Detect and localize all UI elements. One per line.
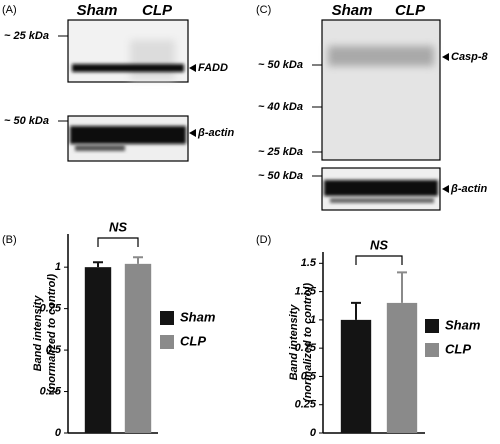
y-tick-label: 0.75 (40, 303, 62, 315)
panel-label: (C) (256, 4, 271, 16)
y-axis-label: (normalized to control) (46, 274, 58, 394)
blot (67, 115, 189, 162)
marker-label: ~ 50 kDa (258, 59, 303, 71)
panel-label: (A) (2, 4, 17, 16)
y-tick-label: 0.5 (301, 370, 317, 382)
bar (124, 263, 152, 433)
error-bar (351, 301, 361, 320)
panel-label: (B) (2, 234, 17, 246)
lane-label: Sham (77, 2, 118, 19)
lane-label: CLP (395, 2, 426, 19)
arrowhead (442, 185, 449, 193)
annotation: NS (370, 237, 388, 252)
error-bar (397, 271, 407, 303)
band-label: Casp-8 (451, 51, 489, 63)
lane-label: CLP (142, 2, 173, 19)
marker-label: ~ 25 kDa (4, 30, 49, 42)
marker-label: ~ 50 kDa (4, 115, 49, 127)
blot (321, 167, 441, 211)
arrowhead (189, 64, 196, 72)
significance-bracket (97, 237, 139, 247)
y-tick-label: 1.25 (295, 286, 317, 298)
bar (84, 267, 112, 433)
legend-label: Sham (180, 309, 216, 324)
y-axis-label: Band intensity (288, 304, 300, 381)
legend-swatch (425, 319, 439, 333)
y-tick-label: 1 (55, 261, 61, 273)
y-axis-label: (normalized to control) (302, 283, 314, 403)
marker-label: ~ 25 kDa (258, 146, 303, 158)
blot (321, 19, 441, 161)
legend-label: Sham (445, 317, 481, 332)
y-tick-label: 1.5 (301, 257, 317, 269)
legend-label: CLP (180, 333, 206, 348)
legend-swatch (160, 311, 174, 325)
y-axis-label: Band intensity (32, 295, 44, 372)
marker-label: ~ 50 kDa (258, 170, 303, 182)
bar (386, 302, 418, 433)
significance-bracket (355, 255, 403, 265)
y-tick-label: 0.25 (40, 385, 62, 397)
marker-label: ~ 40 kDa (258, 101, 303, 113)
error-bar (133, 256, 143, 264)
band-label: FADD (198, 62, 228, 74)
legend-label: CLP (445, 341, 471, 356)
y-tick-label: 0.25 (295, 399, 317, 411)
legend-swatch (425, 343, 439, 357)
blot (67, 19, 189, 83)
arrowhead (442, 53, 449, 61)
y-tick-label: 0.75 (295, 342, 317, 354)
y-tick-label: 0.5 (46, 344, 62, 356)
arrowhead (189, 129, 196, 137)
y-tick-label: 0 (55, 427, 62, 439)
legend-swatch (160, 335, 174, 349)
band-label: β-actin (197, 127, 234, 139)
annotation: NS (109, 219, 127, 234)
panel-label: (D) (256, 234, 271, 246)
y-tick-label: 1 (310, 314, 316, 326)
lane-label: Sham (332, 2, 373, 19)
error-bar (93, 261, 103, 268)
band-label: β-actin (450, 183, 487, 195)
y-tick-label: 0 (310, 427, 317, 439)
bar (340, 319, 372, 433)
